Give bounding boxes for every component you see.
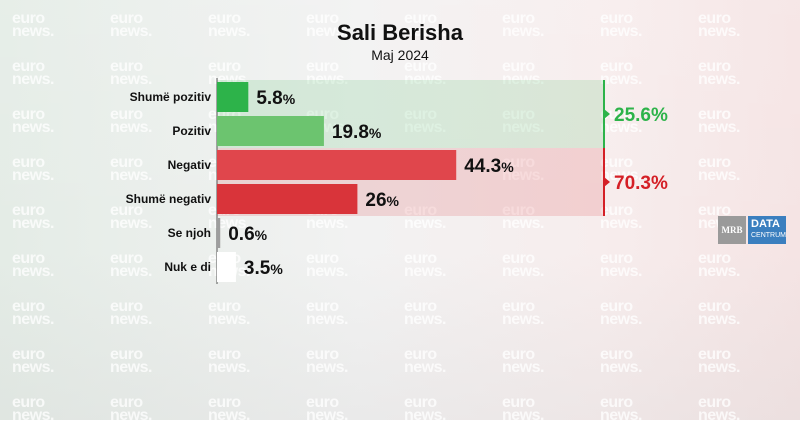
data-centrum-top: DATA — [751, 218, 780, 230]
mrb-data-logo: MRB DATA CENTRUM — [718, 216, 786, 244]
group-arrow — [604, 177, 610, 187]
value-label: 5.8% — [256, 88, 295, 109]
group-total-label: 70.3% — [614, 173, 668, 194]
value-label: 3.5% — [244, 258, 283, 279]
bar — [217, 82, 249, 112]
category-label: Shumë pozitiv — [130, 90, 212, 104]
chart-title: Sali Berisha — [337, 20, 463, 45]
bar — [217, 116, 324, 146]
value-label: 0.6% — [228, 224, 267, 245]
group-arrow — [604, 109, 610, 119]
category-label: Shumë negativ — [126, 192, 212, 206]
category-label: Nuk e di — [164, 260, 211, 274]
group-total-label: 25.6% — [614, 105, 668, 126]
bar — [217, 184, 358, 214]
category-label: Negativ — [168, 158, 212, 172]
value-label: 44.3% — [464, 156, 514, 177]
value-label: 26% — [365, 190, 399, 211]
chart-subtitle: Maj 2024 — [371, 47, 429, 63]
data-centrum-bottom: CENTRUM — [751, 232, 786, 239]
bar — [217, 218, 221, 248]
mrb-logo-mark: MRB — [718, 216, 746, 244]
category-label: Pozitiv — [172, 124, 211, 138]
data-centrum-mark: DATA CENTRUM — [748, 216, 786, 244]
bar — [217, 150, 457, 180]
value-label: 19.8% — [332, 122, 382, 143]
bar — [217, 252, 236, 282]
category-label: Se njoh — [168, 226, 211, 240]
